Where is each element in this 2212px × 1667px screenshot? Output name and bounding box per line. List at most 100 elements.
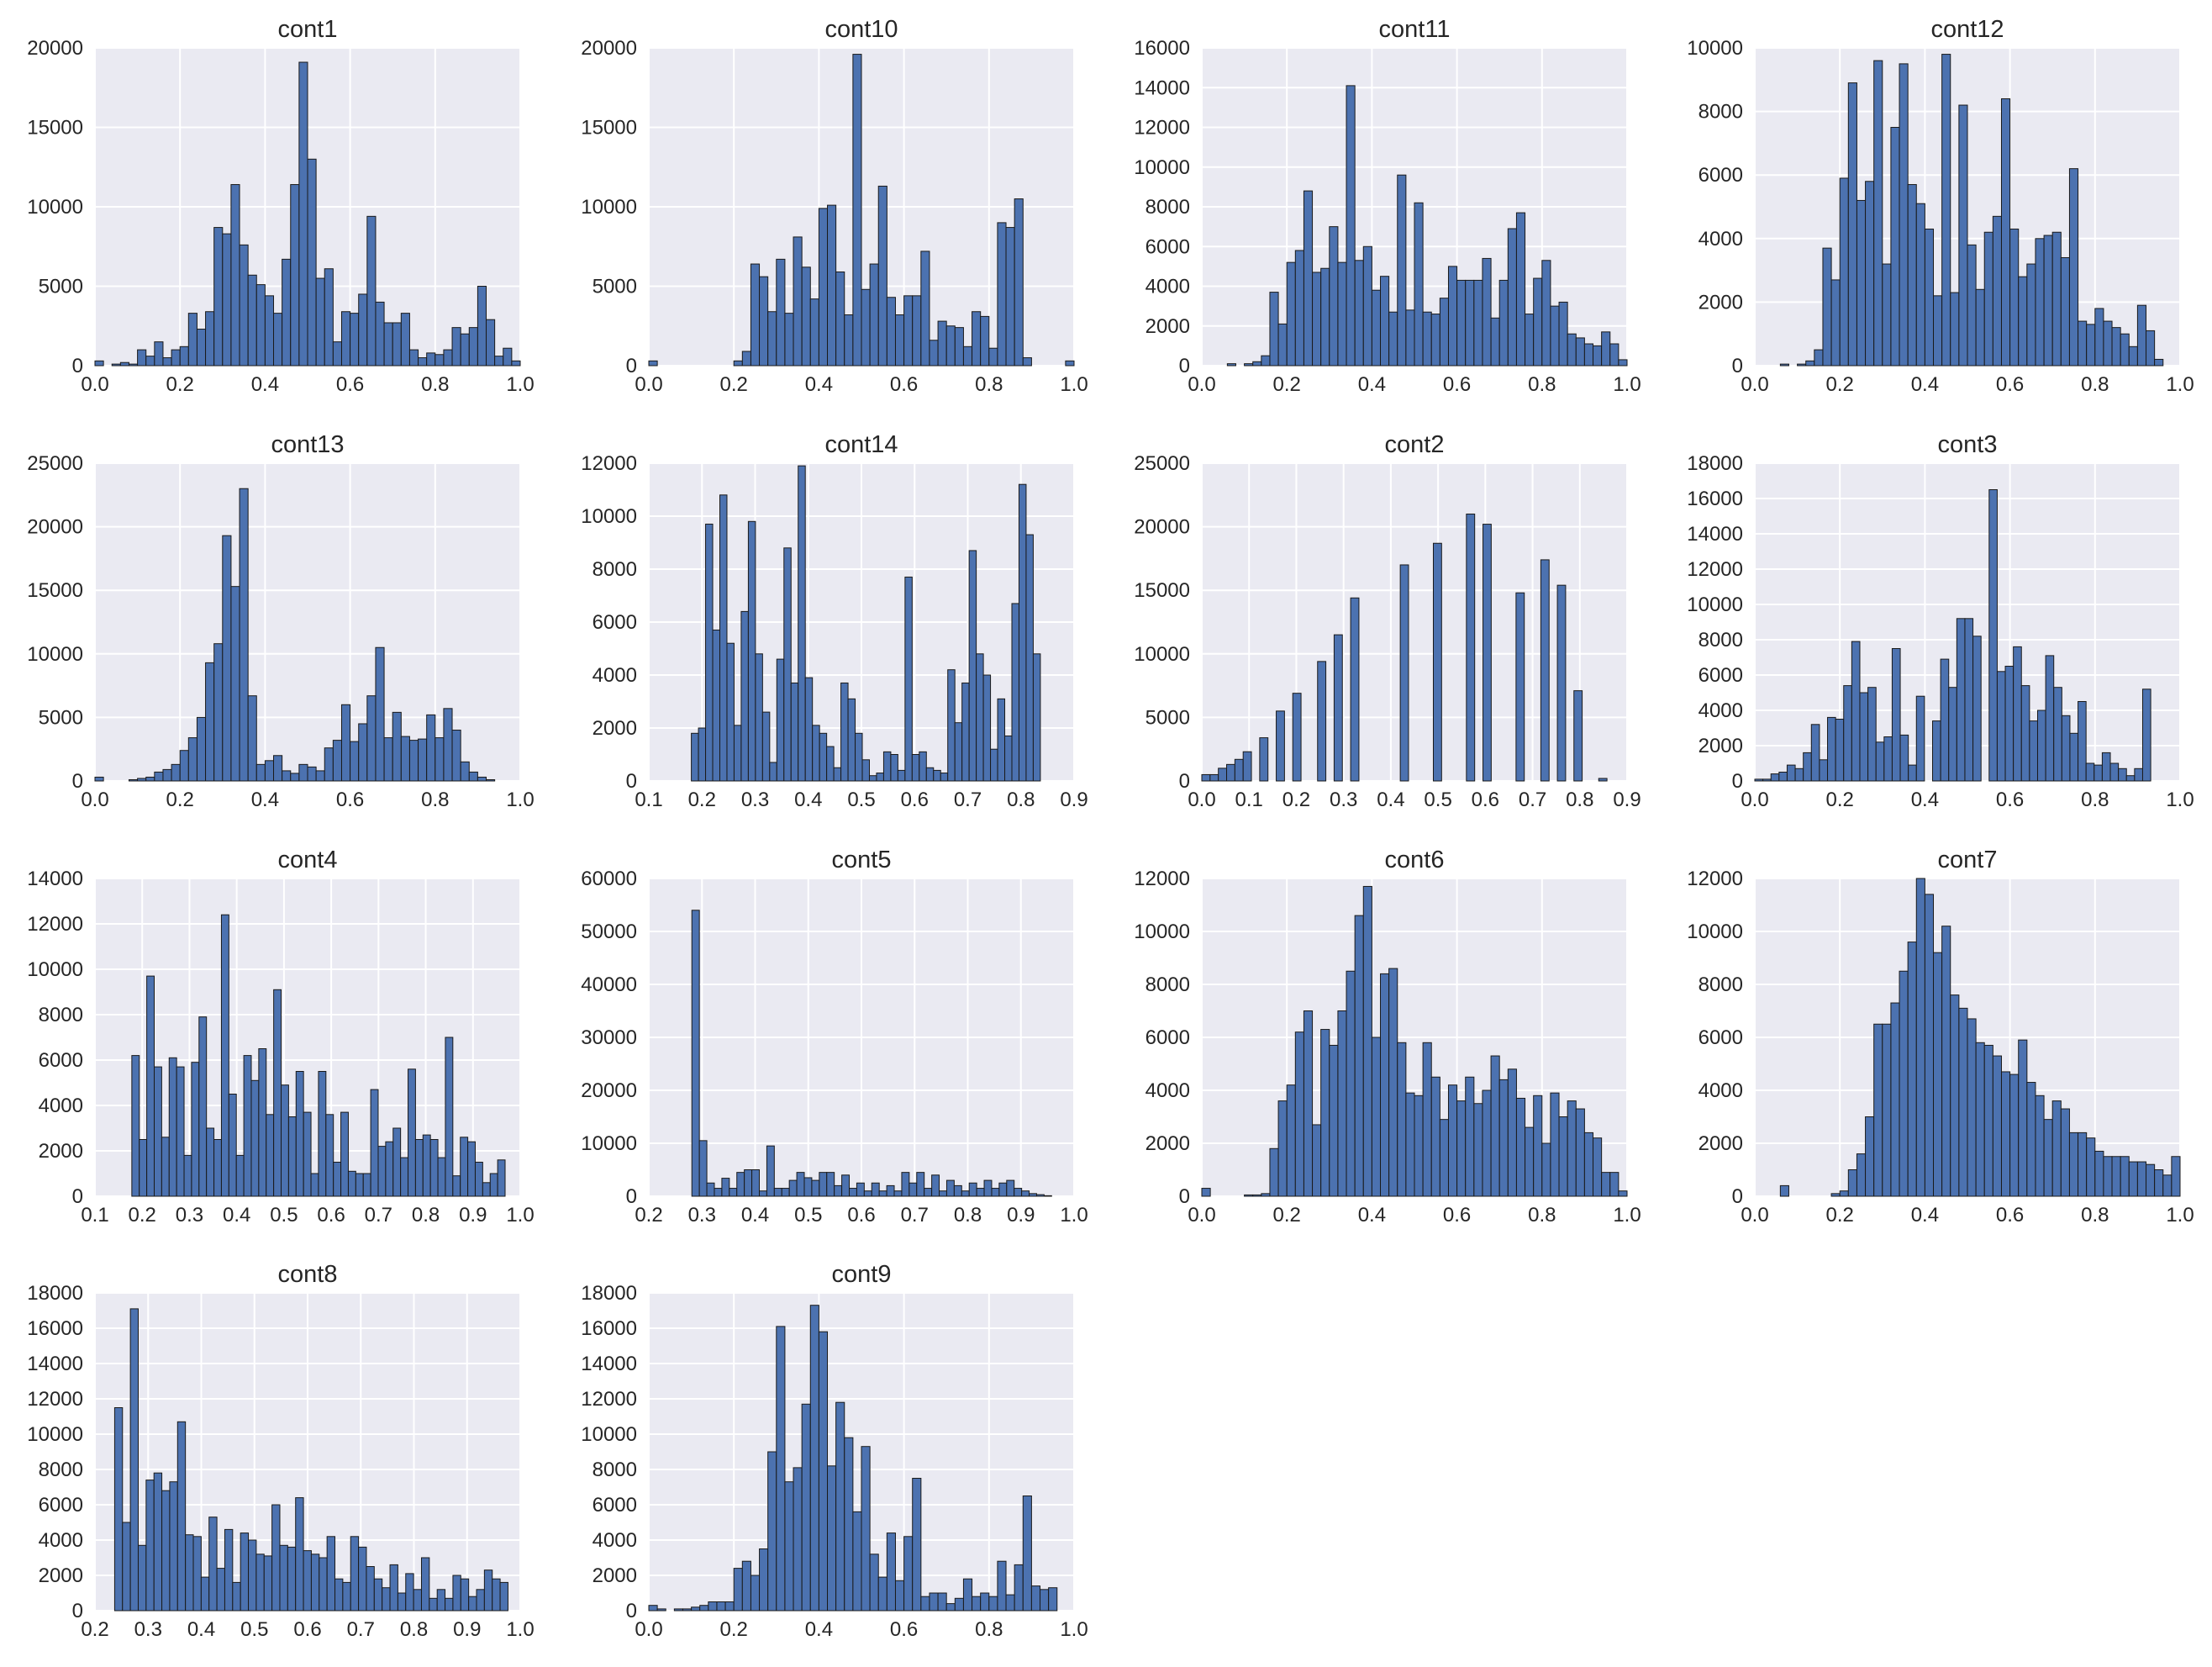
- histogram-bar: [1362, 885, 1372, 1197]
- histogram-bar: [1550, 305, 1560, 367]
- plot-area: [1202, 463, 1627, 781]
- histogram-bar: [1992, 215, 2002, 367]
- y-tick-label: 10000: [581, 505, 637, 528]
- y-tick-label: 5000: [1146, 706, 1190, 729]
- histogram-bar: [1567, 333, 1577, 367]
- histogram-bar: [2162, 1174, 2172, 1197]
- histogram-bar: [307, 766, 317, 782]
- histogram-bar: [333, 1162, 342, 1197]
- histogram-bar: [1992, 1055, 2002, 1197]
- histogram-bar: [882, 751, 892, 782]
- histogram-bar: [1011, 603, 1019, 782]
- histogram-bar: [1414, 202, 1424, 367]
- y-tick-label: 10000: [27, 196, 83, 219]
- histogram-bar: [499, 1581, 508, 1612]
- histogram-bar: [945, 1603, 956, 1612]
- x-tick-label: 0.4: [1358, 373, 1386, 396]
- histogram-bar: [2094, 764, 2103, 782]
- histogram-bar: [721, 1178, 730, 1197]
- histogram-bar: [2103, 1156, 2113, 1197]
- histogram-bar: [1609, 1172, 1620, 1197]
- histogram-bar: [1972, 636, 1982, 782]
- histogram-bar: [1754, 778, 1764, 782]
- histogram-bar: [972, 1596, 982, 1612]
- histogram-bar: [1601, 331, 1611, 367]
- y-tick-label: 10000: [27, 1423, 83, 1446]
- histogram-bar: [2120, 333, 2130, 367]
- histogram-bar: [894, 1580, 905, 1612]
- panel-title: cont4: [278, 847, 338, 873]
- histogram-bar: [483, 1569, 493, 1612]
- histogram-bar: [2128, 1161, 2138, 1197]
- y-tick-label: 0: [72, 1600, 83, 1622]
- histogram-bar: [162, 357, 172, 367]
- histogram-bar: [1941, 926, 1951, 1197]
- histogram-bar: [740, 610, 749, 782]
- x-tick-label: 0.2: [166, 789, 194, 811]
- histogram-bar: [1609, 343, 1620, 367]
- x-tick-label: 0.2: [1282, 789, 1310, 811]
- histogram-bar: [230, 184, 240, 367]
- histogram-bar: [486, 319, 496, 367]
- x-tick-label: 1.0: [1060, 1618, 1088, 1641]
- y-tick-label: 6000: [592, 611, 637, 634]
- histogram-bar: [420, 1557, 430, 1612]
- histogram-bar: [196, 329, 207, 367]
- histogram-bar: [1277, 1100, 1288, 1197]
- histogram-bar: [796, 1172, 805, 1197]
- histogram-bar: [886, 1532, 896, 1612]
- x-tick-label: 0.8: [412, 1204, 440, 1227]
- histogram-bar: [235, 1154, 245, 1197]
- histogram-bar: [2026, 263, 2036, 367]
- histogram-bar: [418, 357, 428, 367]
- histogram-bar: [443, 349, 453, 367]
- histogram-bar: [736, 1172, 745, 1197]
- histogram-bar: [340, 704, 351, 782]
- panel-cont14: cont14 0.1 0.2 0.3 0.4 0.5 0.6 0.7 0.8 0.9 0 2000 40…: [581, 431, 1088, 811]
- y-tick-label: 6000: [592, 1494, 637, 1517]
- histogram-bar: [1601, 1172, 1611, 1197]
- histogram-bar: [255, 284, 266, 367]
- histogram-bar: [1873, 60, 1883, 367]
- histogram-bar: [1573, 690, 1583, 782]
- x-tick-label: 0.2: [1273, 1204, 1301, 1227]
- histogram-bar: [912, 295, 922, 367]
- histogram-bar: [1558, 1116, 1568, 1197]
- histogram-bar: [1964, 618, 1974, 782]
- histogram-bar: [1533, 277, 1543, 367]
- histogram-bar: [492, 1578, 501, 1612]
- histogram-bar: [1317, 661, 1327, 782]
- x-tick-label: 0.0: [1188, 789, 1215, 811]
- histogram-bar: [961, 1190, 970, 1197]
- x-tick-label: 0.9: [453, 1618, 481, 1641]
- panel-cont4: cont4 0.1 0.2 0.3 0.4 0.5 0.6 0.7 0.8 0.9 1.0 0 2000…: [27, 847, 534, 1227]
- histogram-bar: [1337, 1010, 1347, 1197]
- histogram-bar: [111, 363, 121, 367]
- histogram-bar: [719, 494, 728, 782]
- histogram-bar: [1856, 199, 1867, 367]
- histogram-bar: [263, 1555, 273, 1612]
- histogram-bar: [273, 989, 282, 1197]
- histogram-bar: [1507, 228, 1517, 367]
- histogram-bar: [911, 754, 920, 782]
- histogram-bar: [131, 1055, 140, 1197]
- histogram-bar: [962, 1578, 973, 1612]
- histogram-bar: [1259, 737, 1269, 782]
- y-tick-label: 10000: [581, 196, 637, 219]
- histogram-bar: [1337, 261, 1347, 367]
- histogram-bar: [366, 215, 377, 367]
- histogram-bar: [451, 730, 461, 782]
- histogram-bar: [230, 586, 240, 782]
- histogram-bar: [801, 266, 811, 367]
- histogram-bar: [113, 1407, 124, 1612]
- histogram-bar: [1778, 772, 1788, 782]
- histogram-bar: [1043, 1195, 1052, 1197]
- x-tick-label: 0.2: [720, 1618, 748, 1641]
- histogram-bar: [460, 1137, 469, 1197]
- histogram-bar: [1380, 276, 1390, 367]
- y-tick-label: 5000: [592, 276, 637, 298]
- histogram-bar: [1924, 894, 1935, 1197]
- histogram-bar: [1252, 1194, 1262, 1197]
- histogram-bar: [1779, 1184, 1789, 1197]
- histogram-bar: [990, 748, 998, 782]
